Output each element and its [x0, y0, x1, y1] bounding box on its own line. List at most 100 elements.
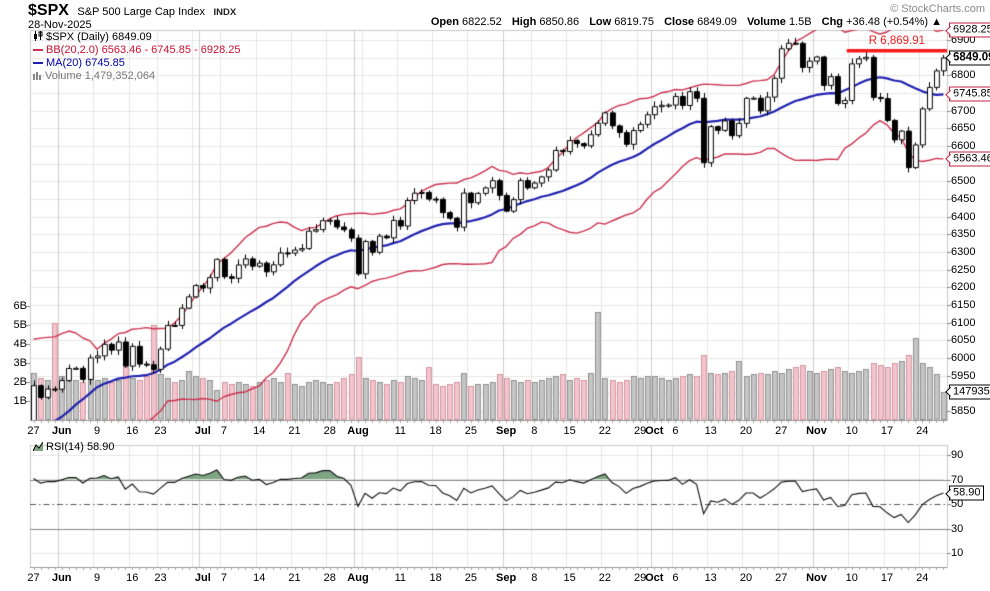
- date-axis-label: 22: [598, 425, 611, 437]
- date-axis-label: Oct: [645, 425, 664, 437]
- date-axis-label: Sep: [496, 425, 517, 437]
- price-axis-tick-label: 6100: [951, 316, 976, 329]
- rsi-axis-tick-label: 90: [951, 449, 964, 461]
- callout-volume: 1479352: [949, 384, 990, 400]
- symbol-label: $SPX: [28, 2, 69, 19]
- rsi-axis-tick-label: 30: [951, 522, 964, 535]
- rsi-date-axis-label: 10: [845, 572, 858, 584]
- rsi-date-axis-label: 9: [93, 572, 101, 584]
- date-axis-label: 14: [253, 425, 266, 437]
- date-axis-label: 29: [634, 425, 647, 437]
- ma-line-icon: [33, 61, 43, 64]
- legend-rsi: RSI(14) 58.90: [33, 441, 114, 453]
- rsi-date-axis-label: 8: [531, 572, 538, 584]
- volume-axis-tick-label: 6B: [13, 300, 27, 312]
- rsi-date-axis-label: Nov: [806, 572, 827, 584]
- rsi-date-axis-label: 11: [394, 572, 407, 584]
- rsi-date-axis-label: 29: [634, 572, 647, 584]
- price-axis-tick-label: 6700: [951, 104, 976, 117]
- legend-price-text: $SPX (Daily) 6849.09: [46, 31, 152, 43]
- resistance-annotation: R 6,869.91: [868, 34, 925, 47]
- legend-volume-text: Volume 1,479,352,064: [45, 70, 156, 82]
- rsi-date-axis-label: 7: [220, 572, 228, 584]
- rsi-date-axis-label: 18: [429, 572, 442, 584]
- rsi-axis-tick-label: 70: [951, 473, 964, 486]
- date-axis-label: 7: [220, 425, 228, 437]
- price-axis-tick-label: 5850: [951, 405, 976, 417]
- callout-last-price: 6849.09: [949, 50, 990, 66]
- open-value: 6822.52: [462, 16, 502, 28]
- price-axis-tick-label: 6450: [951, 193, 976, 205]
- date-axis-label: 23: [154, 425, 167, 437]
- rsi-date-axis-label: Jul: [194, 572, 211, 584]
- date-axis-label: 10: [845, 425, 858, 437]
- price-axis-tick-label: 6000: [951, 352, 976, 364]
- low-label: Low: [589, 16, 612, 28]
- low-value: 6819.75: [614, 16, 655, 28]
- date-axis-label: 27: [775, 425, 788, 437]
- date-axis-label: 28: [323, 425, 336, 437]
- rsi-icon: [33, 442, 43, 451]
- rsi-date-axis-label: 23: [154, 572, 167, 584]
- rsi-date-axis-label: 21: [288, 572, 301, 584]
- price-axis-tick-label: 6050: [951, 334, 976, 347]
- high-value: 6850.86: [539, 16, 580, 28]
- date-axis-label: 6: [672, 425, 679, 437]
- stockcharts-copyright-link[interactable]: © StockCharts.com: [890, 3, 985, 15]
- rsi-date-axis-label: 15: [563, 572, 576, 584]
- callout-ma: 6745.85: [949, 86, 990, 102]
- rsi-date-axis-label: Oct: [645, 572, 664, 584]
- date-axis-label: 21: [288, 425, 301, 437]
- legend-ma-text: MA(20) 6745.85: [46, 57, 125, 69]
- price-axis-tick-label: 6250: [951, 263, 976, 276]
- legend-bollinger: BB(20,2.0) 6563.46 - 6745.85 - 6928.25: [33, 44, 240, 56]
- date-axis-label: 15: [563, 425, 576, 437]
- volume-axis-tick-label: 1B: [13, 395, 27, 407]
- rsi-date-axis-label: 25: [464, 572, 477, 584]
- volume-bars-icon: [33, 72, 41, 80]
- date-axis-label: 17: [880, 425, 894, 437]
- volume-axis-tick-label: 4B: [13, 338, 27, 350]
- date-axis-label: 8: [531, 425, 538, 437]
- date-axis-label: Jun: [51, 425, 72, 437]
- rsi-date-axis-label: 27: [27, 572, 40, 584]
- date-axis-label: 24: [916, 425, 929, 437]
- up-arrow-icon: ▲: [931, 16, 942, 28]
- high-label: High: [511, 16, 537, 28]
- chg-label: Chg: [821, 16, 844, 28]
- rsi-axis-tick-label: 10: [951, 547, 964, 559]
- symbol-name: S&P 500 Large Cap Index: [77, 6, 205, 18]
- rsi-date-axis-label: Jun: [51, 572, 72, 584]
- price-axis-tick-label: 6200: [951, 281, 976, 294]
- date-axis-label: 18: [429, 425, 442, 437]
- chg-value: +36.48 (+0.54%): [846, 16, 929, 28]
- rsi-date-axis-label: 22: [598, 572, 611, 584]
- date-axis-label: Jul: [194, 425, 211, 437]
- rsi-date-axis-label: 27: [775, 572, 788, 584]
- date-axis-label: Aug: [347, 425, 369, 437]
- price-axis-tick-label: 6500: [951, 175, 976, 188]
- legend-bb-text: BB(20,2.0) 6563.46 - 6745.85 - 6928.25: [46, 44, 241, 56]
- chart-header: $SPX S&P 500 Large Cap Index INDX: [28, 2, 236, 20]
- rsi-date-axis-label: Sep: [496, 572, 517, 584]
- legend-rsi-text: RSI(14) 58.90: [46, 441, 115, 453]
- candlestick-icon: [34, 31, 43, 41]
- date-axis-label: 13: [704, 425, 717, 437]
- close-label: Close: [664, 16, 695, 28]
- date-axis-label: 27: [27, 425, 40, 437]
- bb-line-icon: [33, 48, 43, 51]
- volume-axis-tick-label: 5B: [13, 319, 27, 331]
- exchange-label: INDX: [213, 7, 237, 18]
- legend-volume: Volume 1,479,352,064: [33, 70, 155, 82]
- rsi-date-axis-label: 17: [880, 572, 894, 584]
- price-axis-tick-label: 6300: [951, 246, 976, 258]
- date-axis-label: Nov: [806, 425, 827, 437]
- legend-price: $SPX (Daily) 6849.09: [33, 31, 152, 43]
- rsi-date-axis-label: 14: [253, 572, 266, 584]
- callout-bb-upper: 6928.25: [949, 22, 990, 38]
- price-axis-tick-label: 5950: [951, 369, 976, 382]
- date-axis-label: 16: [126, 425, 139, 437]
- rsi-axis-tick-label: 50: [951, 498, 964, 510]
